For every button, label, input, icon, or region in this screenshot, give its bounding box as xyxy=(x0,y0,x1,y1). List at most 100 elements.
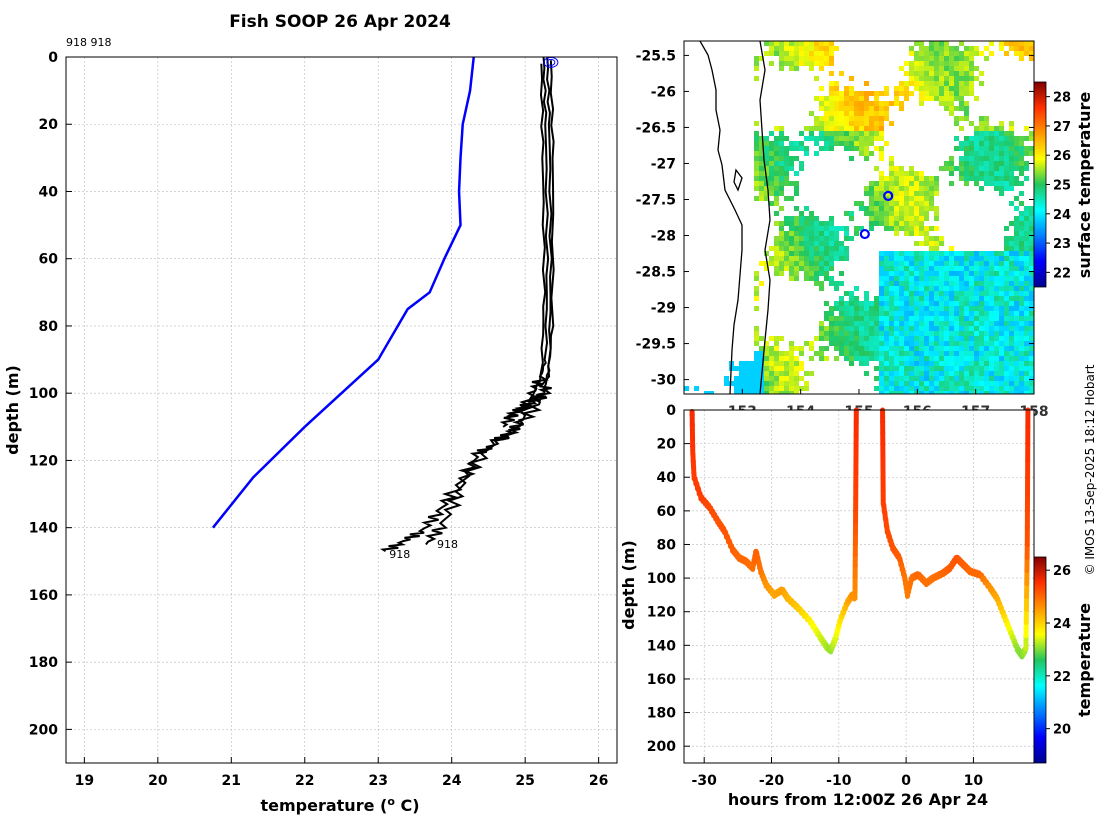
sst-cell xyxy=(979,361,984,366)
sst-cell xyxy=(889,391,894,394)
sst-cell xyxy=(884,226,889,231)
sst-cell xyxy=(934,381,939,386)
sst-cell xyxy=(869,221,874,226)
sst-cell xyxy=(909,91,914,96)
sst-cell xyxy=(914,61,919,66)
sst-cell xyxy=(1009,311,1014,316)
sst-cell xyxy=(919,321,924,326)
sst-cell xyxy=(869,131,874,136)
sst-cell xyxy=(774,146,779,151)
sst-cell xyxy=(919,181,924,186)
sst-cell xyxy=(789,366,794,371)
sst-cell xyxy=(979,276,984,281)
sst-cell xyxy=(844,126,849,131)
sst-cell xyxy=(909,376,914,381)
time-depth-y-label: depth (m) xyxy=(619,540,638,630)
sst-cell xyxy=(929,291,934,296)
sst-cell xyxy=(819,251,824,256)
sst-cell xyxy=(909,211,914,216)
sst-cell xyxy=(949,266,954,271)
sst-cell xyxy=(909,226,914,231)
sst-cell xyxy=(1029,316,1034,321)
y-tick-label: 40 xyxy=(39,184,59,200)
sst-cell xyxy=(914,231,919,236)
sst-cell xyxy=(804,256,809,261)
sst-cell xyxy=(879,336,884,341)
sst-cell xyxy=(1009,301,1014,306)
sst-cell xyxy=(1024,226,1029,231)
sst-cell xyxy=(1014,46,1019,51)
sst-cell xyxy=(774,236,779,241)
sst-cell xyxy=(874,131,879,136)
sst-cell xyxy=(984,126,989,131)
sst-cell xyxy=(919,296,924,301)
sst-cell xyxy=(774,341,779,346)
sst-cell xyxy=(759,336,764,341)
sst-cell xyxy=(894,211,899,216)
sst-cell xyxy=(899,391,904,394)
sst-cell xyxy=(839,96,844,101)
sst-cell xyxy=(864,126,869,131)
top-note: 918 918 xyxy=(66,36,112,49)
sst-cell xyxy=(929,201,934,206)
sst-cell xyxy=(924,346,929,351)
sst-cell xyxy=(899,296,904,301)
sst-cell xyxy=(769,351,774,356)
sst-cell xyxy=(969,336,974,341)
sst-cell xyxy=(784,156,789,161)
sst-cell xyxy=(834,116,839,121)
sst-cell xyxy=(934,281,939,286)
sst-cell xyxy=(884,111,889,116)
sst-cell xyxy=(909,381,914,386)
profile-y-label: depth (m) xyxy=(3,365,22,455)
profile-id-label: 918 xyxy=(389,548,410,561)
sst-cell xyxy=(924,311,929,316)
sst-cell xyxy=(944,376,949,381)
sst-cell xyxy=(804,341,809,346)
sst-cell xyxy=(904,276,909,281)
sst-cell xyxy=(759,171,764,176)
y-tick-label: 120 xyxy=(647,605,676,621)
sst-cell xyxy=(764,146,769,151)
sst-cell xyxy=(974,46,979,51)
sst-cell xyxy=(924,351,929,356)
sst-cell xyxy=(739,376,744,381)
sst-cell xyxy=(779,361,784,366)
sst-cell xyxy=(1004,181,1009,186)
sst-cell xyxy=(819,286,824,291)
sst-cell xyxy=(859,111,864,116)
sst-cell xyxy=(924,371,929,376)
sst-cell xyxy=(979,156,984,161)
sst-cell xyxy=(894,226,899,231)
sst-cell xyxy=(924,386,929,391)
sst-cell xyxy=(964,306,969,311)
sst-cell xyxy=(784,181,789,186)
sst-cell xyxy=(1004,391,1009,394)
sst-cell xyxy=(944,391,949,394)
sst-cell xyxy=(844,236,849,241)
sst-cell xyxy=(884,391,889,394)
sst-cell xyxy=(879,201,884,206)
sst-cell xyxy=(774,271,779,276)
sst-cell xyxy=(834,231,839,236)
sst-cell xyxy=(959,321,964,326)
sst-cell xyxy=(934,276,939,281)
sst-cell xyxy=(979,351,984,356)
sst-cell xyxy=(974,321,979,326)
sst-cell xyxy=(979,261,984,266)
sst-cell xyxy=(939,386,944,391)
sst-cell xyxy=(789,241,794,246)
sst-cell xyxy=(1019,236,1024,241)
sst-cell xyxy=(974,286,979,291)
sst-cell xyxy=(969,371,974,376)
sst-cell xyxy=(754,376,759,381)
sst-cell xyxy=(999,371,1004,376)
sst-cell xyxy=(779,386,784,391)
sst-cell xyxy=(849,136,854,141)
sst-cell xyxy=(834,81,839,86)
sst-cell xyxy=(969,376,974,381)
sst-cell xyxy=(934,321,939,326)
sst-cell xyxy=(949,291,954,296)
sst-cell xyxy=(849,156,854,161)
sst-cell xyxy=(829,141,834,146)
